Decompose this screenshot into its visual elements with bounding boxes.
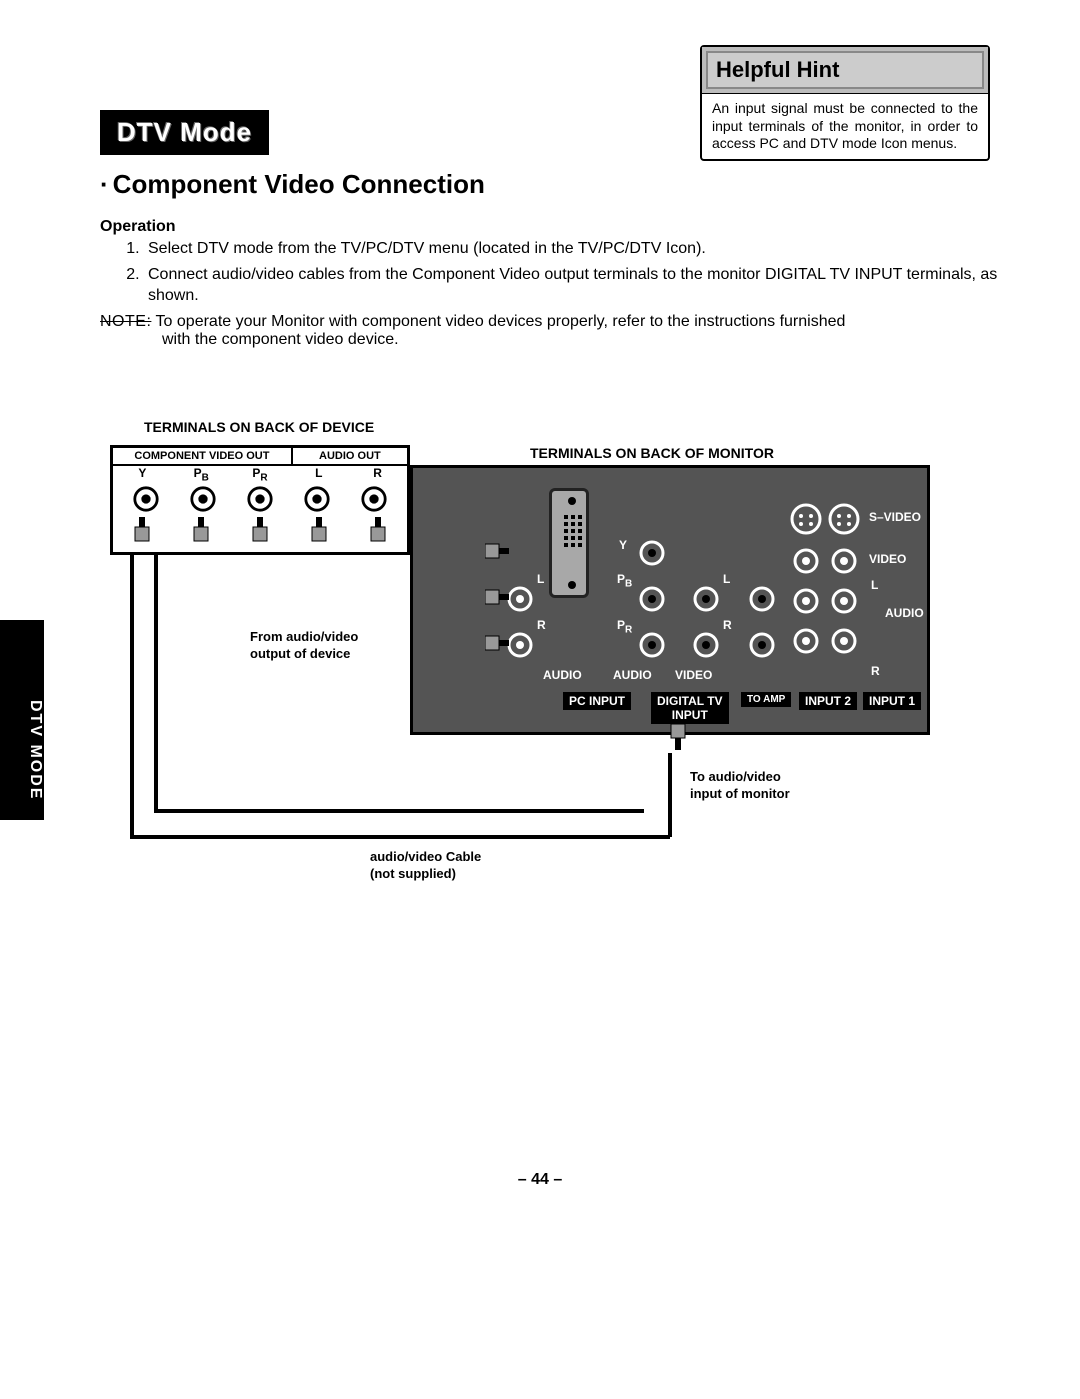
- cable-line: [154, 809, 644, 813]
- note-label: NOTE:: [100, 313, 151, 330]
- audio-label: AUDIO: [543, 668, 582, 682]
- y-label: Y: [619, 538, 627, 552]
- plug-icon: [348, 517, 407, 543]
- rca-jack-icon: [749, 632, 775, 663]
- rca-jack-icon: [639, 540, 665, 571]
- l-label: L: [537, 572, 544, 586]
- rca-jack-icon: [507, 632, 533, 663]
- audio-label: AUDIO: [885, 606, 924, 620]
- plug-icon: [231, 517, 290, 543]
- cable-line: [668, 753, 672, 837]
- rca-jack-icon: [507, 586, 533, 617]
- pb-label: PB: [617, 572, 632, 589]
- audio-label: AUDIO: [613, 668, 652, 682]
- plug-icon: [485, 588, 509, 611]
- from-device-label: From audio/video output of device: [250, 629, 358, 663]
- svideo-jack-icon: [827, 502, 861, 541]
- dtv-mode-badge: DTV Mode: [100, 110, 269, 155]
- monitor-terminal-box: S–VIDEO VIDEO L AUDIO R Y PB PR L R: [410, 465, 930, 735]
- operation-list: Select DTV mode from the TV/PC/DTV menu …: [144, 238, 1010, 307]
- video-label: VIDEO: [675, 668, 712, 682]
- rca-jack-icon: [793, 628, 819, 659]
- cable-line: [130, 835, 670, 839]
- plug-icon: [485, 634, 509, 657]
- plug-icon: [113, 517, 172, 543]
- component-video-out-label: COMPONENT VIDEO OUT: [113, 448, 293, 464]
- audio-out-label: AUDIO OUT: [293, 448, 407, 464]
- note-continuation: with the component video device.: [162, 331, 1010, 349]
- rca-jack-icon: [639, 586, 665, 617]
- rca-jack-icon: [231, 485, 288, 513]
- rca-jack-icon: [693, 632, 719, 663]
- rca-jack-icon: [831, 548, 857, 579]
- rca-jack-icon: [639, 632, 665, 663]
- plug-icon: [669, 724, 687, 755]
- jack-label-pb: PB: [172, 466, 231, 483]
- operation-heading: Operation: [100, 218, 1010, 236]
- jack-label-r: R: [348, 466, 407, 483]
- operation-note: NOTE: To operate your Monitor with compo…: [100, 313, 1010, 331]
- hint-title: Helpful Hint: [706, 51, 984, 89]
- rca-jack-icon: [289, 485, 346, 513]
- rca-jack-icon: [749, 586, 775, 617]
- to-amp-label: TO AMP: [741, 692, 791, 707]
- cable-caption: audio/video Cable (not supplied): [370, 849, 481, 883]
- rca-jack-icon: [117, 485, 174, 513]
- jack-label-y: Y: [113, 466, 172, 483]
- rca-jack-icon: [346, 485, 403, 513]
- video-label: VIDEO: [869, 552, 906, 566]
- input1-label: INPUT 1: [863, 692, 921, 710]
- input2-label: INPUT 2: [799, 692, 857, 710]
- cable-line: [154, 555, 158, 809]
- connection-diagram: TERMINALS ON BACK OF DEVICE COMPONENT VI…: [100, 419, 1010, 889]
- r-label: R: [723, 618, 732, 632]
- r-label: R: [871, 664, 880, 678]
- operation-step: Connect audio/video cables from the Comp…: [144, 264, 1010, 307]
- to-monitor-label: To audio/video input of monitor: [690, 769, 790, 803]
- operation-step: Select DTV mode from the TV/PC/DTV menu …: [144, 238, 1010, 260]
- section-title: Component Video Connection: [100, 169, 1010, 200]
- digital-tv-label: DIGITAL TVINPUT: [651, 692, 729, 724]
- l-label: L: [723, 572, 730, 586]
- svideo-label: S–VIDEO: [869, 510, 921, 524]
- hint-body: An input signal must be connected to the…: [702, 94, 988, 159]
- r-label: R: [537, 618, 546, 632]
- monitor-caption: TERMINALS ON BACK OF MONITOR: [530, 445, 774, 461]
- rca-jack-icon: [174, 485, 231, 513]
- plug-icon: [485, 542, 509, 565]
- jack-label-l: L: [289, 466, 348, 483]
- page-number: – 44 –: [0, 1171, 1080, 1189]
- rca-jack-icon: [831, 588, 857, 619]
- pc-input-label: PC INPUT: [563, 692, 631, 710]
- note-text: To operate your Monitor with component v…: [156, 313, 846, 330]
- device-caption: TERMINALS ON BACK OF DEVICE: [144, 419, 1010, 435]
- l-label: L: [871, 578, 878, 592]
- rca-jack-icon: [793, 588, 819, 619]
- hint-title-wrap: Helpful Hint: [702, 47, 988, 94]
- rca-jack-icon: [693, 586, 719, 617]
- svideo-jack-icon: [789, 502, 823, 541]
- device-terminal-box: COMPONENT VIDEO OUT AUDIO OUT Y PB PR L …: [110, 445, 410, 555]
- plug-icon: [172, 517, 231, 543]
- helpful-hint-box: Helpful Hint An input signal must be con…: [700, 45, 990, 161]
- vga-port-icon: [549, 488, 589, 598]
- plug-icon: [289, 517, 348, 543]
- pr-label: PR: [617, 618, 632, 635]
- rca-jack-icon: [831, 628, 857, 659]
- dtv-mode-side-tab: DTV MODE: [0, 620, 44, 820]
- cable-line: [130, 555, 134, 835]
- jack-label-pr: PR: [231, 466, 290, 483]
- rca-jack-icon: [793, 548, 819, 579]
